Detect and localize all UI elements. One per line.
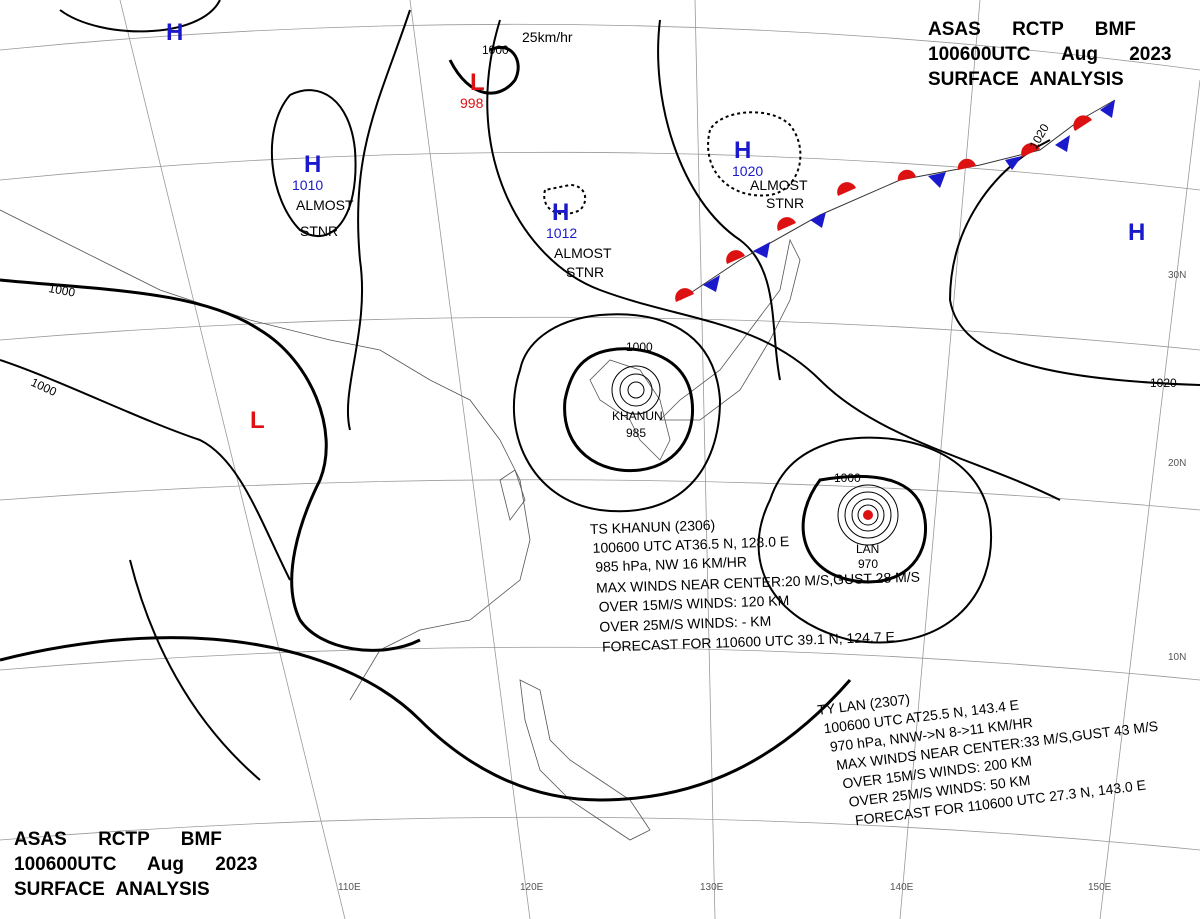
storm-line: OVER 15M/S WINDS: 120 KM [598,592,789,615]
low-symbol: L [470,69,485,96]
isobar-label: 1000 [482,43,509,57]
header-line: SURFACE ANALYSIS [14,879,210,900]
header-line: 100600UTC Aug 2023 [928,44,1172,65]
isobar-label: 1020 [1150,376,1177,390]
pressure-centers: H L 998 H 1010 ALMOST STNR H 1012 ALMOST… [166,19,1145,571]
storm-line: 100600 UTC AT36.5 N, 128.0 E [592,533,789,556]
latitude-label: 30N [1168,270,1186,281]
stationary-front [675,99,1116,302]
isobar-label: 1000 [626,340,653,354]
storm-lan-info: TY LAN (2307) 100600 UTC AT25.5 N, 143.4… [816,691,1159,828]
high-symbol: H [552,199,569,226]
isobar-label: 1000 [834,471,861,485]
header-line: ASAS RCTP BMF [928,19,1136,40]
header-line: SURFACE ANALYSIS [928,69,1124,90]
longitude-label: 120E [520,882,544,893]
longitude-label: 140E [890,882,914,893]
center-note: ALMOST [296,197,354,213]
pressure-value: 985 [626,426,646,440]
latitude-label: 10N [1168,652,1186,663]
center-note: ALMOST [750,177,808,193]
header-line: 100600UTC Aug 2023 [14,854,258,875]
typhoon-symbols [611,365,899,546]
pressure-value: 1012 [546,225,577,241]
high-symbol: H [304,151,321,178]
high-symbol: H [1128,219,1145,246]
wind-scale: 25km/hr [522,29,573,45]
storm-name: LAN [856,542,879,556]
high-symbol: H [166,19,183,46]
header-line: ASAS RCTP BMF [14,829,222,850]
isobar-label: 1000 [47,281,76,299]
latitude-label: 20N [1168,458,1186,469]
pressure-value: 1020 [732,163,763,179]
storm-name: KHANUN [612,409,663,423]
center-note: ALMOST [554,245,612,261]
center-note: STNR [766,195,804,211]
longitude-label: 130E [700,882,724,893]
high-symbol: H [734,137,751,164]
longitude-label: 110E [338,882,361,893]
pressure-value: 970 [858,557,878,571]
storm-line: 985 hPa, NW 16 KM/HR [595,554,747,575]
isobars [0,0,1200,802]
storm-line: OVER 25M/S WINDS: - KM [599,613,771,635]
grid-labels: 30N 20N 10N 110E 120E 130E 140E 150E [338,270,1186,893]
low-symbol: L [250,407,265,434]
header-bottom: ASAS RCTP BMF 100600UTC Aug 2023 SURFACE… [14,829,258,900]
pressure-value: 998 [460,95,484,111]
pressure-value: 1010 [292,177,323,193]
center-note: STNR [300,223,338,239]
header-top: ASAS RCTP BMF 100600UTC Aug 2023 SURFACE… [928,19,1172,90]
center-note: STNR [566,264,604,280]
longitude-label: 150E [1088,882,1112,893]
storm-line: TS KHANUN (2306) [590,517,716,537]
